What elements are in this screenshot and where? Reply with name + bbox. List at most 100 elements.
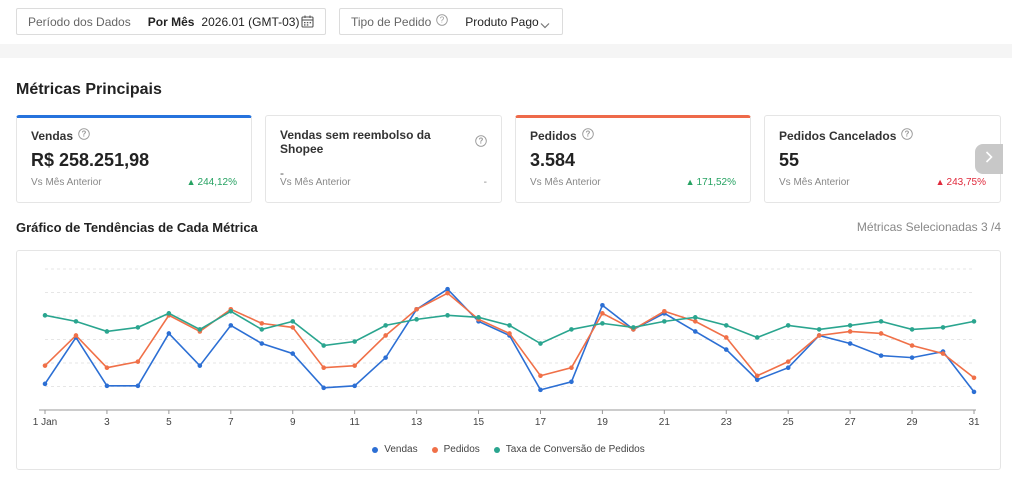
data-point bbox=[538, 387, 543, 393]
metric-card-pedidos[interactable]: Pedidos ? 3.584 Vs Mês Anterior ▲ 171,52% bbox=[515, 115, 751, 203]
data-point bbox=[166, 311, 172, 316]
data-point bbox=[723, 347, 729, 352]
svg-text:?: ? bbox=[479, 136, 484, 145]
data-point bbox=[754, 377, 760, 383]
data-point bbox=[445, 286, 450, 292]
data-point bbox=[785, 365, 791, 370]
help-icon[interactable]: ? bbox=[901, 128, 914, 143]
x-tick-label: 29 bbox=[907, 417, 919, 428]
data-point bbox=[414, 306, 419, 312]
data-point bbox=[166, 331, 172, 336]
chevron-right-icon bbox=[985, 150, 993, 168]
x-tick-label: 17 bbox=[535, 417, 547, 428]
x-tick-label: 25 bbox=[783, 417, 795, 428]
data-point bbox=[909, 343, 915, 348]
period-mode[interactable]: Por Mês bbox=[147, 14, 195, 29]
arrow-up-icon: ▲ bbox=[935, 177, 945, 187]
data-point bbox=[259, 321, 265, 326]
x-tick-label: 19 bbox=[597, 417, 609, 428]
help-icon[interactable]: ? bbox=[475, 134, 487, 150]
data-point bbox=[538, 341, 543, 346]
metric-card-footer: Vs Mês Anterior ▲ 171,52% bbox=[530, 177, 736, 188]
data-point bbox=[383, 355, 388, 360]
data-point bbox=[73, 333, 79, 338]
chart-legend: Vendas Pedidos Taxa de Conversão de Pedido… bbox=[17, 444, 1000, 455]
data-point bbox=[693, 315, 698, 320]
data-point bbox=[693, 319, 698, 324]
metric-card-title: Vendas bbox=[31, 128, 74, 143]
change-badge: ▲ 171,52% bbox=[686, 177, 736, 188]
help-icon[interactable]: ? bbox=[581, 128, 594, 143]
data-point bbox=[723, 323, 729, 328]
series-line bbox=[44, 288, 975, 393]
change-badge: ▲ 244,12% bbox=[187, 177, 237, 188]
data-point bbox=[383, 333, 388, 338]
chevron-down-icon[interactable] bbox=[540, 18, 550, 32]
metric-card-vendas[interactable]: Vendas ? R$ 258.251,98 Vs Mês Anterior ▲… bbox=[16, 115, 252, 203]
trend-chart-svg: 1 Jan 3 5 7 9 11 13 15 17 19 21 23 25 27 29 31 bbox=[33, 268, 980, 428]
x-tick-label: 15 bbox=[473, 417, 485, 428]
vs-label: Vs Mês Anterior bbox=[779, 177, 850, 188]
legend-marker bbox=[372, 446, 379, 453]
legend-item[interactable]: Pedidos bbox=[431, 444, 480, 455]
metric-card-title-row: Vendas sem reembolso da Shopee ? bbox=[280, 128, 487, 156]
filter-bar: Período dos Dados Por Mês 2026.01 (GMT-0… bbox=[0, 0, 1012, 44]
help-icon[interactable]: ? bbox=[78, 128, 90, 143]
period-value[interactable]: 2026.01 (GMT-03) bbox=[201, 14, 300, 29]
metric-card-title-row: Vendas ? bbox=[31, 128, 237, 143]
x-tick-label: 27 bbox=[845, 417, 857, 428]
vs-label: Vs Mês Anterior bbox=[31, 177, 102, 188]
metric-card-pedidos-cancelados[interactable]: Pedidos Cancelados ? 55 Vs Mês Anterior … bbox=[764, 115, 1001, 203]
data-point bbox=[569, 365, 574, 370]
data-point bbox=[940, 351, 946, 356]
metric-card-vendas-sem-reembolso[interactable]: Vendas sem reembolso da Shopee ? - Vs Mê… bbox=[265, 115, 502, 203]
x-tick-label: 13 bbox=[411, 417, 423, 428]
order-type-filter[interactable]: Tipo de Pedido ? Produto Pago bbox=[339, 8, 563, 35]
data-point bbox=[569, 379, 574, 385]
data-point bbox=[383, 323, 388, 328]
metric-card-value: 55 bbox=[779, 150, 800, 170]
data-point bbox=[135, 359, 141, 364]
data-point bbox=[754, 335, 760, 340]
data-point bbox=[352, 363, 357, 368]
legend-item[interactable]: Vendas bbox=[372, 444, 418, 455]
data-point bbox=[569, 327, 574, 332]
data-point bbox=[104, 329, 110, 334]
data-point bbox=[909, 355, 915, 360]
data-point bbox=[321, 343, 327, 348]
vs-label: Vs Mês Anterior bbox=[280, 177, 351, 188]
data-point bbox=[940, 325, 946, 330]
svg-text:?: ? bbox=[82, 130, 87, 139]
data-point bbox=[290, 351, 296, 356]
data-point bbox=[816, 333, 822, 338]
data-point bbox=[600, 311, 605, 316]
data-point bbox=[135, 383, 141, 389]
selected-metrics-link[interactable]: Métricas Selecionadas 3 /4 bbox=[856, 220, 1001, 234]
svg-text:?: ? bbox=[585, 130, 590, 139]
legend-item[interactable]: Taxa de Conversão de Pedidos bbox=[493, 444, 645, 455]
order-type-value[interactable]: Produto Pago bbox=[465, 14, 539, 29]
carousel-next-button[interactable] bbox=[975, 144, 1003, 174]
data-point bbox=[104, 383, 110, 389]
data-point bbox=[600, 321, 605, 326]
vs-label: Vs Mês Anterior bbox=[530, 177, 601, 188]
x-tick-label: 9 bbox=[290, 417, 296, 428]
data-point bbox=[662, 319, 667, 324]
data-point bbox=[445, 313, 450, 318]
svg-text:?: ? bbox=[905, 130, 910, 139]
metric-card-title: Pedidos bbox=[530, 128, 577, 143]
x-tick-label: 23 bbox=[721, 417, 733, 428]
period-filter[interactable]: Período dos Dados Por Mês 2026.01 (GMT-0… bbox=[16, 8, 326, 35]
data-point bbox=[878, 353, 884, 358]
data-point bbox=[631, 325, 636, 330]
data-point bbox=[228, 309, 234, 314]
data-point bbox=[352, 383, 357, 389]
data-point bbox=[197, 363, 203, 368]
x-tick-label: 1 Jan bbox=[33, 417, 57, 428]
legend-marker bbox=[493, 446, 500, 453]
calendar-icon[interactable] bbox=[301, 15, 314, 31]
help-icon[interactable]: ? bbox=[436, 14, 449, 29]
order-type-label: Tipo de Pedido bbox=[351, 14, 432, 29]
arrow-up-icon: ▲ bbox=[685, 177, 695, 187]
data-point bbox=[228, 323, 234, 328]
